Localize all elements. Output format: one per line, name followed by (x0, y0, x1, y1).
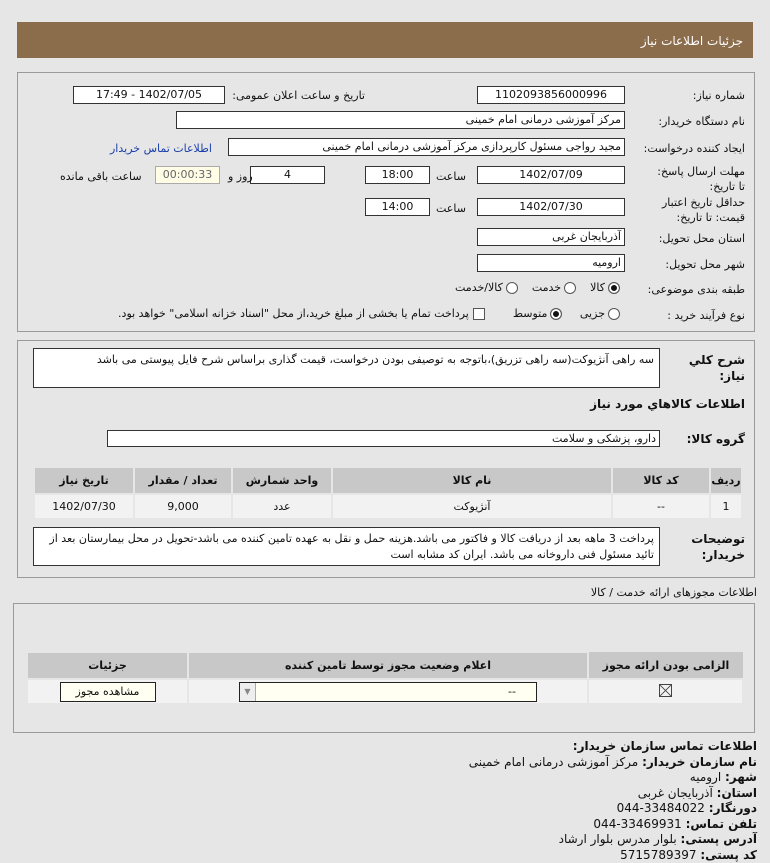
permit-status-select[interactable]: -- ▼ (239, 682, 537, 702)
view-permit-button[interactable]: مشاهده مجوز (60, 682, 156, 702)
col-details: جزئیات (27, 652, 188, 679)
radio-icon (608, 308, 620, 320)
contact-phone: تلفن تماس: 044-33469931 (469, 817, 757, 833)
contact-province: استان: آذربایجان غربی (469, 786, 757, 802)
creator-label: ایجاد کننده درخواست: (644, 142, 745, 155)
process-radio-medium[interactable]: متوسط (513, 307, 563, 320)
category-radio-group: کالا خدمت کالا/خدمت (455, 281, 620, 294)
process-radio-group: جزیی متوسط پرداخت تمام یا بخشی از مبلغ خ… (118, 307, 620, 320)
col-date: تاریخ نیاز (34, 467, 134, 494)
col-required: الزامی بودن ارائه مجوز (588, 652, 743, 679)
contact-title: اطلاعات تماس سازمان خریدار: (469, 739, 757, 755)
radio-icon (506, 282, 518, 294)
contact-fax: دورنگار: 044-33484022 (469, 801, 757, 817)
remaining-label: ساعت باقی مانده (60, 170, 142, 183)
creator-field: مجید رواجی مسئول کارپردازی مرکز آموزشی د… (228, 138, 625, 156)
col-name: نام کالا (332, 467, 612, 494)
validity-date-field: 1402/07/30 (477, 198, 625, 216)
goods-group-label: گروه کالا: (687, 432, 745, 446)
contact-city: شهر: ارومیه (469, 770, 757, 786)
description-field: سه راهی آنژیوکت(سه راهی تزریق)،باتوجه به… (33, 348, 660, 388)
cell-date: 1402/07/30 (34, 494, 134, 519)
dropdown-arrow-icon[interactable]: ▼ (240, 683, 256, 701)
notes-label: توضیحات خریدار: (685, 531, 745, 563)
deadline-time-label: ساعت (436, 170, 466, 183)
radio-selected-icon (550, 308, 562, 320)
process-label: نوع فرآیند خرید : (667, 309, 745, 322)
col-qty: تعداد / مقدار (134, 467, 232, 494)
need-number-field: 1102093856000996 (477, 86, 625, 104)
cell-required (588, 679, 743, 704)
announce-field: 1402/07/05 - 17:49 (73, 86, 225, 104)
goods-group-field: دارو، پزشکی و سلامت (107, 430, 660, 447)
announce-label: تاریخ و ساعت اعلان عمومی: (232, 89, 365, 102)
col-status: اعلام وضعیت مجوز توسط تامین کننده (188, 652, 588, 679)
need-number-label: شماره نیاز: (693, 89, 745, 102)
contact-org: نام سازمان خریدار: مرکز آموزشی درمانی ام… (469, 755, 757, 771)
province-field: آذربایجان غربی (477, 228, 625, 246)
validity-label: حداقل تاریخ اعتبار قیمت: تا تاریخ: (650, 195, 745, 225)
buyer-field: مرکز آموزشی درمانی امام خمینی (176, 111, 625, 129)
radio-icon (564, 282, 576, 294)
category-radio-both[interactable]: کالا/خدمت (455, 281, 518, 294)
validity-time-label: ساعت (436, 202, 466, 215)
treasury-checkbox[interactable]: پرداخت تمام یا بخشی از مبلغ خرید،از محل … (118, 307, 485, 320)
page-header: جزئیات اطلاعات نیاز (17, 22, 753, 58)
radio-selected-icon (608, 282, 620, 294)
deadline-date-field: 1402/07/09 (477, 166, 625, 184)
checkbox-crossed-icon (659, 684, 672, 697)
days-field: 4 (250, 166, 325, 184)
countdown-field: 00:00:33 (155, 166, 220, 184)
contact-address: آدرس پستی: بلوار مدرس بلوار ارشاد (469, 832, 757, 848)
cell-status: -- ▼ (188, 679, 588, 704)
checkbox-icon (473, 308, 485, 320)
cell-details: مشاهده مجوز (27, 679, 188, 704)
days-label: روز و (228, 170, 253, 183)
category-radio-goods[interactable]: کالا (590, 281, 620, 294)
notes-field: پرداخت 3 ماهه بعد از دریافت کالا و فاکتو… (33, 527, 660, 566)
permits-table: الزامی بودن ارائه مجوز اعلام وضعیت مجوز … (26, 651, 744, 705)
table-row: -- ▼ مشاهده مجوز (27, 679, 743, 704)
description-label: شرح کلي نیاز: (685, 352, 745, 384)
city-field: ارومیه (477, 254, 625, 272)
col-code: کد کالا (612, 467, 710, 494)
table-header-row: ردیف کد کالا نام کالا واحد شمارش تعداد /… (34, 467, 742, 494)
cell-code: -- (612, 494, 710, 519)
cell-row: 1 (710, 494, 742, 519)
table-header-row: الزامی بودن ارائه مجوز اعلام وضعیت مجوز … (27, 652, 743, 679)
contact-postal: کد پستی: 5715789397 (469, 848, 757, 863)
validity-time-field: 14:00 (365, 198, 430, 216)
col-unit: واحد شمارش (232, 467, 332, 494)
goods-section-title: اطلاعات کالاهاي مورد نیاز (590, 397, 745, 411)
cell-qty: 9,000 (134, 494, 232, 519)
province-label: استان محل تحویل: (659, 232, 745, 245)
col-row: ردیف (710, 467, 742, 494)
cell-unit: عدد (232, 494, 332, 519)
city-label: شهر محل تحویل: (665, 258, 745, 271)
category-radio-service[interactable]: خدمت (532, 281, 576, 294)
deadline-label: مهلت ارسال پاسخ: تا تاریخ: (655, 164, 745, 194)
table-row: 1 -- آنژیوکت عدد 9,000 1402/07/30 (34, 494, 742, 519)
buyer-contact-link[interactable]: اطلاعات تماس خریدار (110, 142, 212, 155)
goods-table: ردیف کد کالا نام کالا واحد شمارش تعداد /… (33, 466, 743, 520)
process-radio-minor[interactable]: جزیی (580, 307, 620, 320)
buyer-label: نام دستگاه خریدار: (658, 115, 745, 128)
buyer-contact-section: اطلاعات تماس سازمان خریدار: نام سازمان خ… (469, 739, 757, 863)
category-label: طبقه بندی موضوعی: (648, 283, 745, 296)
cell-name: آنژیوکت (332, 494, 612, 519)
deadline-time-field: 18:00 (365, 166, 430, 184)
permits-title: اطلاعات مجوزهای ارائه خدمت / کالا (591, 586, 757, 599)
